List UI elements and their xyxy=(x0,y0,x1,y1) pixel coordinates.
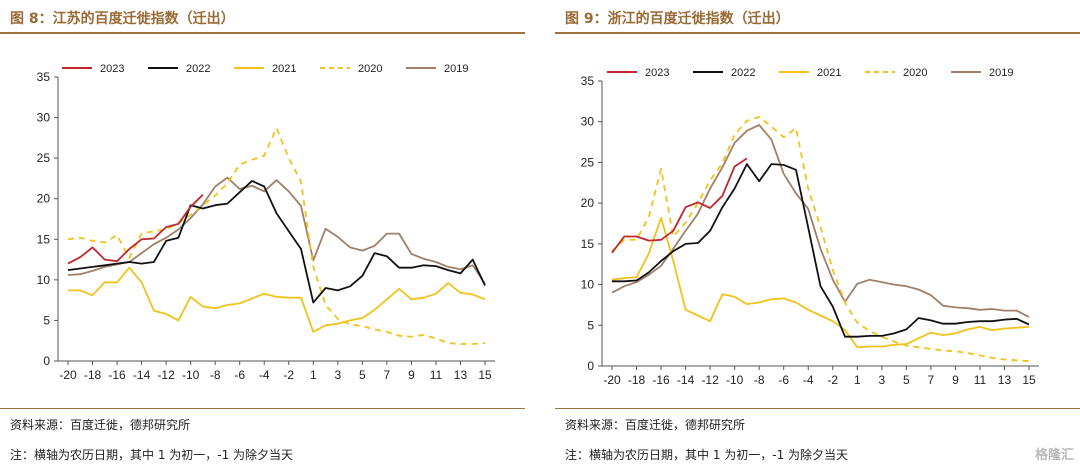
series-line-2023 xyxy=(611,157,748,254)
y-tick-label: 10 xyxy=(581,278,595,292)
y-tick-label: 30 xyxy=(37,111,51,125)
y-tick-label: 30 xyxy=(581,115,595,129)
legend-label: 2023 xyxy=(100,63,124,75)
x-tick-label: 11 xyxy=(430,368,443,382)
x-tick-label: -10 xyxy=(726,373,744,387)
series-line-2020 xyxy=(67,127,486,345)
x-tick-label: -10 xyxy=(182,368,200,382)
x-tick-label: 9 xyxy=(408,368,415,382)
legend-label: 2019 xyxy=(989,67,1013,79)
series-line-2019 xyxy=(67,176,486,285)
legend-item-2021: 2021 xyxy=(779,67,841,79)
series-line-2023 xyxy=(67,194,204,265)
x-tick-label: 7 xyxy=(928,373,935,387)
x-tick-label: -4 xyxy=(803,373,814,387)
x-tick-label: -16 xyxy=(652,373,670,387)
x-tick-label: -18 xyxy=(84,368,102,382)
legend-label: 2020 xyxy=(358,63,382,75)
x-tick-label: 5 xyxy=(359,368,366,382)
x-tick-label: -20 xyxy=(59,368,77,382)
legend-label: 2023 xyxy=(645,67,669,79)
y-tick-label: 0 xyxy=(587,359,594,373)
legend-label: 2022 xyxy=(186,63,210,75)
series-line-2021 xyxy=(611,216,1030,349)
note-text: 注：横轴为农历日期，其中 1 为初一，-1 为除夕当天 xyxy=(10,448,294,462)
x-tick-label: 5 xyxy=(903,373,910,387)
legend-item-2019: 2019 xyxy=(951,67,1013,79)
y-tick-label: 20 xyxy=(37,192,51,206)
y-tick-label: 10 xyxy=(37,273,51,287)
x-tick-label: -14 xyxy=(133,368,151,382)
legend-label: 2020 xyxy=(903,67,927,79)
x-tick-label: 15 xyxy=(478,368,492,382)
legend-label: 2022 xyxy=(731,67,755,79)
y-tick-label: 15 xyxy=(37,232,51,246)
x-tick-label: -2 xyxy=(827,373,838,387)
x-tick-label: -8 xyxy=(210,368,221,382)
legend-item-2020: 2020 xyxy=(865,67,927,79)
series-line-2022 xyxy=(612,163,1030,338)
x-tick-label: -20 xyxy=(603,373,621,387)
y-tick-label: 0 xyxy=(43,354,50,368)
y-tick-label: 20 xyxy=(581,196,595,210)
x-tick-label: 1 xyxy=(854,373,861,387)
x-tick-label: -14 xyxy=(677,373,695,387)
x-tick-label: 3 xyxy=(334,368,341,382)
legend-item-2022: 2022 xyxy=(148,63,210,75)
legend-item-2021: 2021 xyxy=(234,63,296,75)
legend-label: 2021 xyxy=(272,63,296,75)
chart-panel-zhejiang: 图 9：浙江的百度迁徙指数（迁出） 0 5 10 15 20 25 30 35 -20 -18 -1… xyxy=(555,0,1080,470)
note-text: 注：横轴为农历日期，其中 1 为初一，-1 为除夕当天 xyxy=(565,448,849,462)
title-divider xyxy=(555,32,1080,34)
x-tick-label: -18 xyxy=(628,373,646,387)
y-tick-label: 35 xyxy=(581,74,595,88)
series-line-2019 xyxy=(611,124,1030,318)
x-tick-label: 9 xyxy=(952,373,959,387)
legend-item-2020: 2020 xyxy=(320,63,382,75)
x-tick-label: 15 xyxy=(1022,373,1036,387)
x-tick-label: 1 xyxy=(310,368,317,382)
x-tick-label: -6 xyxy=(234,368,245,382)
x-tick-label: 11 xyxy=(974,373,987,387)
source-divider xyxy=(555,408,1080,409)
chart-title: 图 9：浙江的百度迁徙指数（迁出） xyxy=(565,11,790,27)
y-tick-label: 25 xyxy=(581,155,595,169)
y-tick-label: 35 xyxy=(37,70,51,84)
x-tick-label: -4 xyxy=(259,368,270,382)
chart-panel-jiangsu: 图 8：江苏的百度迁徙指数（迁出） 0 5 10 15 20 25 30 35 -20 -18 -1… xyxy=(0,0,525,470)
x-tick-label: -12 xyxy=(701,373,719,387)
x-tick-label: 13 xyxy=(454,368,468,382)
chart-title: 图 8：江苏的百度迁徙指数（迁出） xyxy=(10,11,235,27)
legend-item-2022: 2022 xyxy=(693,67,755,79)
legend-item-2019: 2019 xyxy=(406,63,468,75)
y-tick-label: 25 xyxy=(37,151,51,165)
y-tick-label: 5 xyxy=(587,318,594,332)
x-tick-label: 13 xyxy=(998,373,1012,387)
legend-label: 2021 xyxy=(817,67,841,79)
x-tick-label: 3 xyxy=(878,373,885,387)
x-tick-label: -16 xyxy=(108,368,126,382)
x-tick-label: -8 xyxy=(754,373,765,387)
title-divider xyxy=(0,32,525,34)
y-tick-label: 5 xyxy=(43,313,50,327)
y-tick-label: 15 xyxy=(581,237,595,251)
legend-item-2023: 2023 xyxy=(62,63,124,75)
series-line-2022 xyxy=(67,180,486,304)
legend-label: 2019 xyxy=(444,63,468,75)
series-line-2021 xyxy=(68,266,486,333)
source-divider xyxy=(0,408,525,409)
series-line-2020 xyxy=(611,115,1030,362)
source-text: 资料来源：百度迁徙，德邦研究所 xyxy=(10,418,191,432)
legend-item-2023: 2023 xyxy=(607,67,669,79)
x-tick-label: -6 xyxy=(778,373,789,387)
source-text: 资料来源：百度迁徙，德邦研究所 xyxy=(565,418,746,432)
x-tick-label: 7 xyxy=(384,368,391,382)
x-tick-label: -2 xyxy=(283,368,294,382)
watermark-logo: 格隆汇 xyxy=(1034,448,1074,463)
x-tick-label: -12 xyxy=(157,368,175,382)
